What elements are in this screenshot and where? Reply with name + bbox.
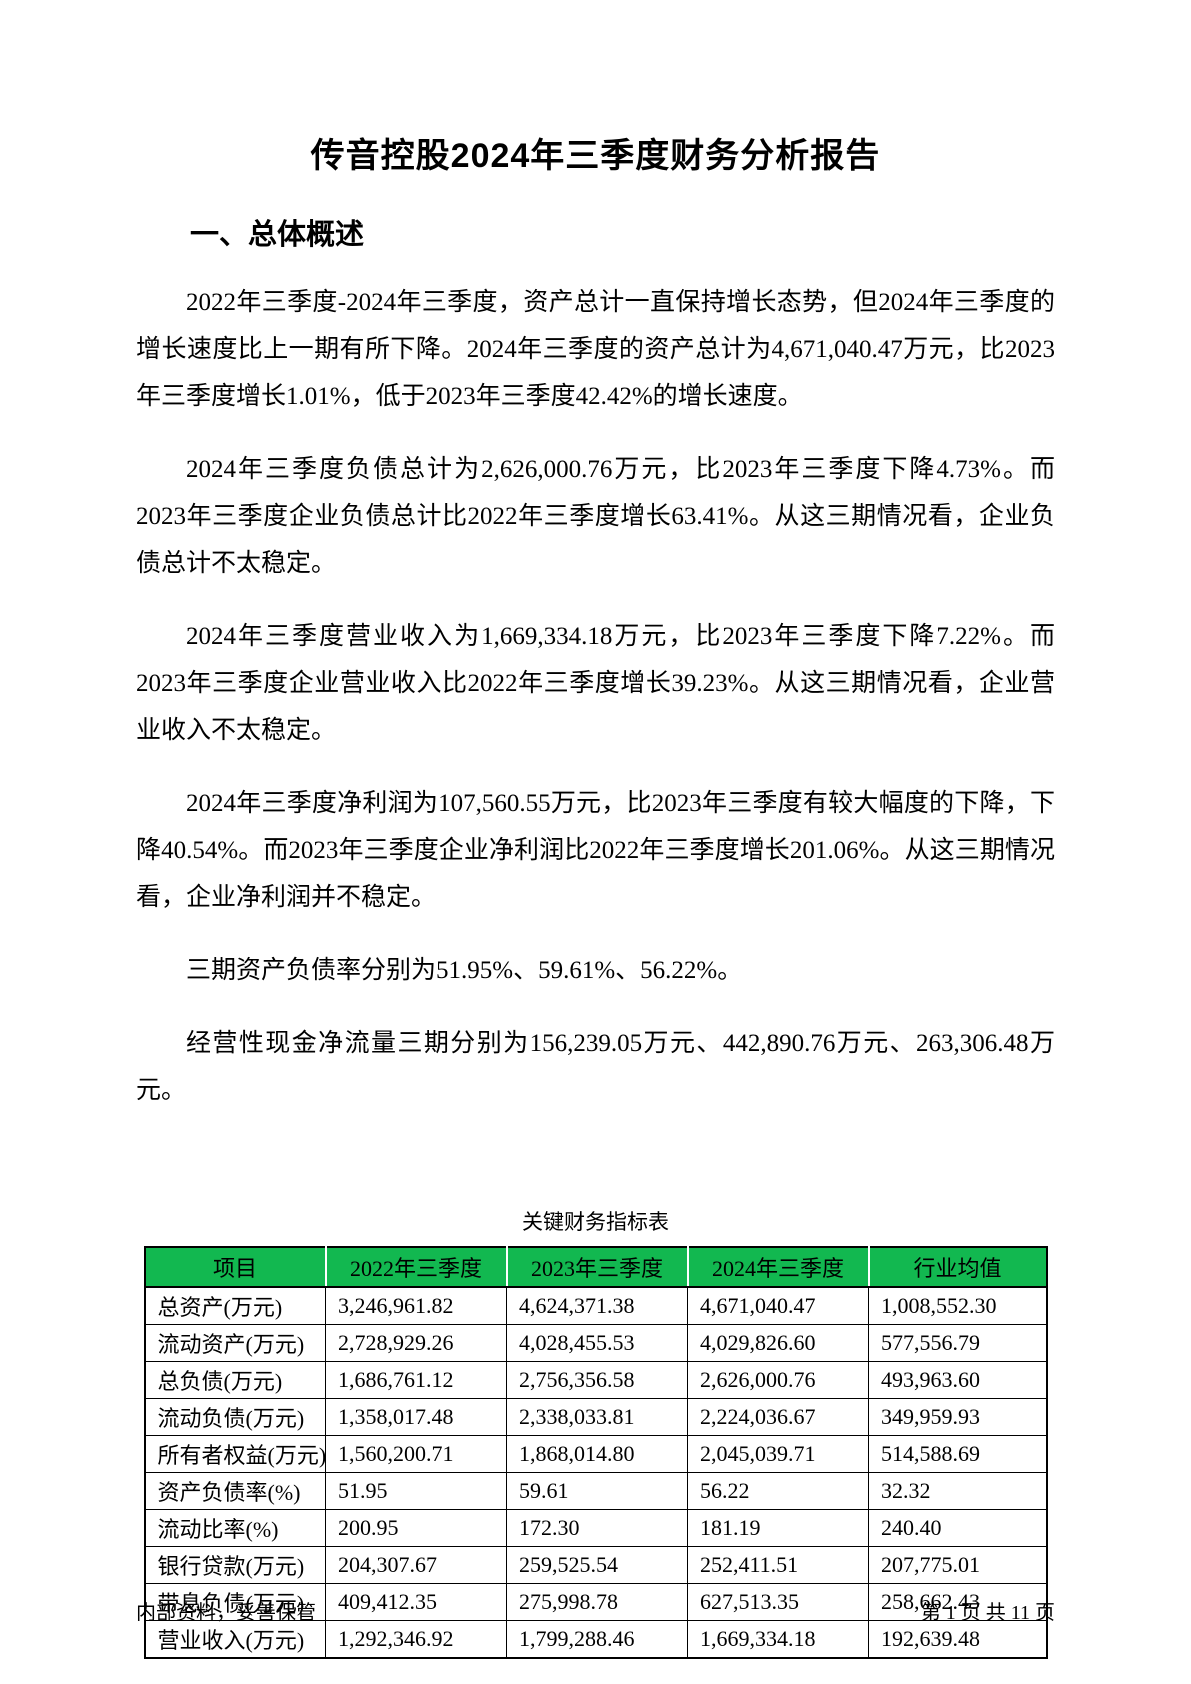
cell-value: 1,686,761.12 [325,1361,507,1399]
paragraph-operating-revenue: 2024年三季度营业收入为1,669,334.18万元，比2023年三季度下降7… [136,623,1055,744]
row-label: 流动比率(%) [144,1509,326,1547]
cell-value: 493,963.60 [868,1361,1047,1399]
header-2024-q3: 2024年三季度 [686,1247,869,1288]
cell-value: 4,029,826.60 [687,1324,869,1362]
cell-value: 59.61 [506,1472,688,1510]
cell-value: 275,998.78 [506,1583,688,1621]
cell-value: 181.19 [687,1509,869,1547]
cell-value: 2,045,039.71 [687,1435,869,1473]
table-row: 资产负债率(%) 51.95 59.61 56.22 32.32 [144,1472,1047,1510]
cell-value: 349,959.93 [868,1398,1047,1436]
cell-value: 2,728,929.26 [325,1324,507,1362]
page-footer: 内部资料，妥善保管 第 1 页 共 11 页 [136,1596,1055,1625]
cell-value: 4,624,371.38 [506,1286,688,1325]
key-financial-indicators-table: 项目 2022年三季度 2023年三季度 2024年三季度 行业均值 总资产(万… [143,1246,1048,1659]
cell-value: 258,662.43 [868,1583,1047,1621]
cell-value: 200.95 [325,1509,507,1547]
cell-value: 1,292,346.92 [325,1620,507,1659]
paragraph-operating-cashflow: 经营性现金净流量三期分别为156,239.05万元、442,890.76万元、2… [136,1030,1055,1104]
cell-value: 514,588.69 [868,1435,1047,1473]
row-label: 带息负债(万元) [144,1583,326,1621]
cell-value: 204,307.67 [325,1546,507,1584]
cell-value: 1,358,017.48 [325,1398,507,1436]
row-label: 所有者权益(万元) [144,1435,326,1473]
table-row: 总资产(万元) 3,246,961.82 4,624,371.38 4,671,… [144,1286,1047,1325]
row-label: 总资产(万元) [144,1286,326,1325]
table-header-row: 项目 2022年三季度 2023年三季度 2024年三季度 行业均值 [144,1247,1047,1288]
cell-value: 56.22 [687,1472,869,1510]
table-row: 总负债(万元) 1,686,761.12 2,756,356.58 2,626,… [144,1361,1047,1399]
paragraph-total-liabilities: 2024年三季度负债总计为2,626,000.76万元，比2023年三季度下降4… [136,456,1055,577]
header-2023-q3: 2023年三季度 [505,1247,688,1288]
table-row: 银行贷款(万元) 204,307.67 259,525.54 252,411.5… [144,1546,1047,1584]
cell-value: 32.32 [868,1472,1047,1510]
cell-value: 627,513.35 [687,1583,869,1621]
row-label: 流动负债(万元) [144,1398,326,1436]
header-2022-q3: 2022年三季度 [324,1247,507,1288]
footer-page-number: 第 1 页 共 11 页 [920,1602,1055,1624]
paragraph-debt-ratio: 三期资产负债率分别为51.95%、59.61%、56.22%。 [186,957,743,984]
cell-value: 4,028,455.53 [506,1324,688,1362]
cell-value: 2,224,036.67 [687,1398,869,1436]
table-row: 流动资产(万元) 2,728,929.26 4,028,455.53 4,029… [144,1324,1047,1362]
cell-value: 252,411.51 [687,1546,869,1584]
cell-value: 1,799,288.46 [506,1620,688,1659]
cell-value: 259,525.54 [506,1546,688,1584]
cell-value: 192,639.48 [868,1620,1047,1659]
row-label: 流动资产(万元) [144,1324,326,1362]
cell-value: 1,669,334.18 [687,1620,869,1659]
paragraph-total-assets: 2022年三季度-2024年三季度，资产总计一直保持增长态势，但2024年三季度… [136,289,1055,410]
table-row: 带息负债(万元) 409,412.35 275,998.78 627,513.3… [144,1583,1047,1621]
header-item: 项目 [144,1247,326,1288]
cell-value: 1,560,200.71 [325,1435,507,1473]
cell-value: 2,626,000.76 [687,1361,869,1399]
row-label: 总负债(万元) [144,1361,326,1399]
cell-value: 2,756,356.58 [506,1361,688,1399]
row-label: 营业收入(万元) [144,1620,326,1659]
header-industry-average: 行业均值 [867,1247,1047,1288]
row-label: 银行贷款(万元) [144,1546,326,1584]
cell-value: 1,008,552.30 [868,1286,1047,1325]
cell-value: 4,671,040.47 [687,1286,869,1325]
table-row: 营业收入(万元) 1,292,346.92 1,799,288.46 1,669… [144,1620,1047,1659]
page-title: 传音控股2024年三季度财务分析报告 [310,137,881,175]
cell-value: 409,412.35 [325,1583,507,1621]
footer-confidential-note: 内部资料，妥善保管 [136,1602,316,1624]
table-row: 所有者权益(万元) 1,560,200.71 1,868,014.80 2,04… [144,1435,1047,1473]
cell-value: 3,246,961.82 [325,1286,507,1325]
section-heading-overview: 一、总体概述 [190,219,365,251]
row-label: 资产负债率(%) [144,1472,326,1510]
cell-value: 51.95 [325,1472,507,1510]
table-row: 流动比率(%) 200.95 172.30 181.19 240.40 [144,1509,1047,1547]
table-row: 流动负债(万元) 1,358,017.48 2,338,033.81 2,224… [144,1398,1047,1436]
cell-value: 577,556.79 [868,1324,1047,1362]
cell-value: 1,868,014.80 [506,1435,688,1473]
cell-value: 240.40 [868,1509,1047,1547]
cell-value: 207,775.01 [868,1546,1047,1584]
cell-value: 2,338,033.81 [506,1398,688,1436]
paragraph-net-profit: 2024年三季度净利润为107,560.55万元，比2023年三季度有较大幅度的… [136,790,1055,911]
cell-value: 172.30 [506,1509,688,1547]
table-caption: 关键财务指标表 [522,1210,669,1234]
